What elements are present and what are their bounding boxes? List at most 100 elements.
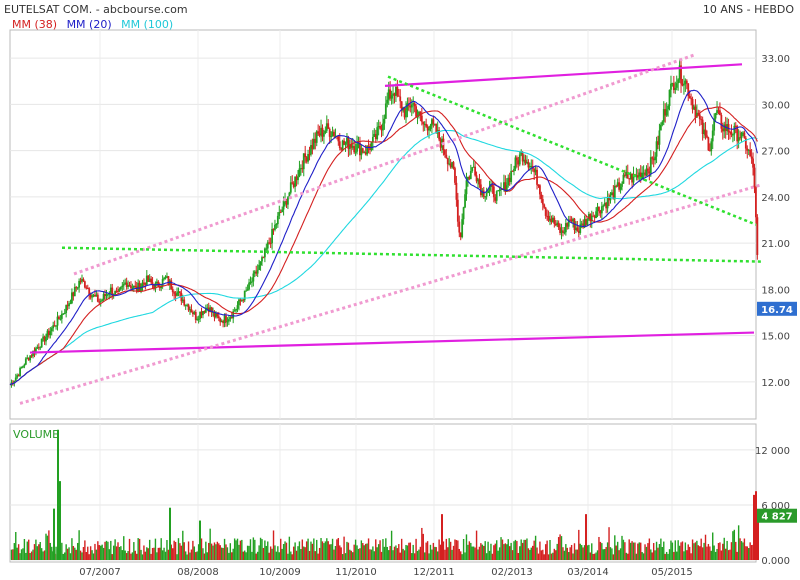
volume-bar [415, 538, 417, 560]
volume-bar [596, 550, 599, 560]
candle-body [661, 121, 664, 125]
candle-body [488, 187, 491, 191]
candle-body [665, 109, 668, 116]
volume-bar [657, 547, 659, 560]
volume-bar [681, 541, 684, 560]
candle-body [616, 182, 619, 187]
candle-body [281, 209, 284, 213]
candle-body [557, 222, 560, 228]
volume-bar [467, 544, 469, 560]
candle-body [56, 316, 59, 326]
candle-body [479, 184, 482, 196]
candle-body [589, 214, 592, 222]
volume-bar [269, 546, 272, 560]
volume-bar [33, 544, 36, 560]
volume-bar [288, 536, 291, 560]
volume-bar [305, 541, 308, 560]
candle-body [16, 375, 19, 378]
candle-body [323, 133, 325, 137]
volume-bar [713, 545, 715, 560]
volume-bar [726, 540, 728, 560]
candle-body [733, 125, 736, 135]
candle-body [409, 105, 412, 108]
volume-bar [327, 541, 329, 560]
candle-body [382, 123, 384, 131]
volume-bar [141, 554, 144, 560]
candle-body [235, 308, 237, 311]
price-tick-label: 21.00 [761, 239, 790, 250]
candle-body [66, 305, 69, 307]
volume-bar [697, 545, 700, 560]
candle-body [683, 84, 685, 86]
candle-body [528, 166, 531, 168]
candle-body [253, 271, 256, 274]
volume-bar [724, 548, 727, 560]
candle-body [533, 168, 536, 173]
volume-bar [504, 543, 507, 560]
volume-bar [100, 545, 102, 560]
candle-body [477, 179, 479, 182]
volume-bar [215, 544, 217, 560]
candle-body [315, 131, 318, 143]
volume-bar [710, 550, 712, 560]
volume-bar [390, 530, 393, 560]
candle-body [225, 315, 227, 323]
volume-bar [131, 552, 134, 560]
candle-body [138, 282, 141, 291]
volume-bar [448, 538, 450, 560]
candle-body [272, 228, 275, 230]
volume-bar [184, 551, 187, 560]
volume-bar [723, 537, 725, 560]
candle-body [130, 285, 132, 289]
candle-body [618, 182, 621, 190]
volume-bar [294, 542, 296, 560]
volume-bar [576, 549, 579, 560]
volume-bar [336, 539, 338, 560]
candle-body [397, 95, 400, 97]
candle-body [471, 167, 474, 172]
candle-body [196, 318, 199, 320]
candle-body [711, 130, 714, 142]
volume-bar [572, 553, 574, 560]
volume-bar [729, 549, 731, 560]
volume-spike-bar [169, 507, 171, 560]
volume-bar [700, 538, 702, 560]
volume-bar [690, 553, 692, 560]
volume-bar [488, 550, 491, 560]
candle-body [647, 168, 649, 172]
volume-bar [490, 543, 492, 560]
volume-bar [300, 549, 302, 560]
volume-bar [654, 550, 656, 560]
volume-bar [722, 543, 724, 560]
volume-bar [621, 535, 623, 560]
volume-bar [471, 546, 473, 560]
volume-spike-bar [57, 429, 59, 560]
candle-body [478, 179, 481, 185]
candle-body [412, 103, 415, 105]
candle-body [595, 211, 597, 219]
volume-bar [339, 545, 341, 560]
volume-bar [284, 541, 286, 560]
candle-body [350, 144, 353, 148]
volume-bar [683, 551, 685, 560]
volume-bar [421, 527, 423, 560]
volume-bar [412, 544, 414, 560]
volume-bar [460, 551, 462, 560]
volume-bar [382, 539, 384, 560]
candle-body [731, 134, 734, 136]
candle-body [600, 206, 603, 214]
volume-bar [244, 550, 246, 560]
candle-body [631, 173, 633, 183]
volume-bar [540, 550, 543, 560]
volume-bar [140, 549, 142, 560]
candle-body [327, 123, 330, 129]
candle-body [82, 279, 85, 282]
volume-bar [108, 549, 111, 560]
ma100-line [9, 129, 758, 386]
volume-bar [166, 540, 168, 560]
candle-body [341, 140, 344, 150]
candle-body [749, 149, 752, 157]
volume-bar [251, 551, 253, 560]
volume-bar [691, 539, 694, 560]
volume-bar [678, 545, 681, 560]
